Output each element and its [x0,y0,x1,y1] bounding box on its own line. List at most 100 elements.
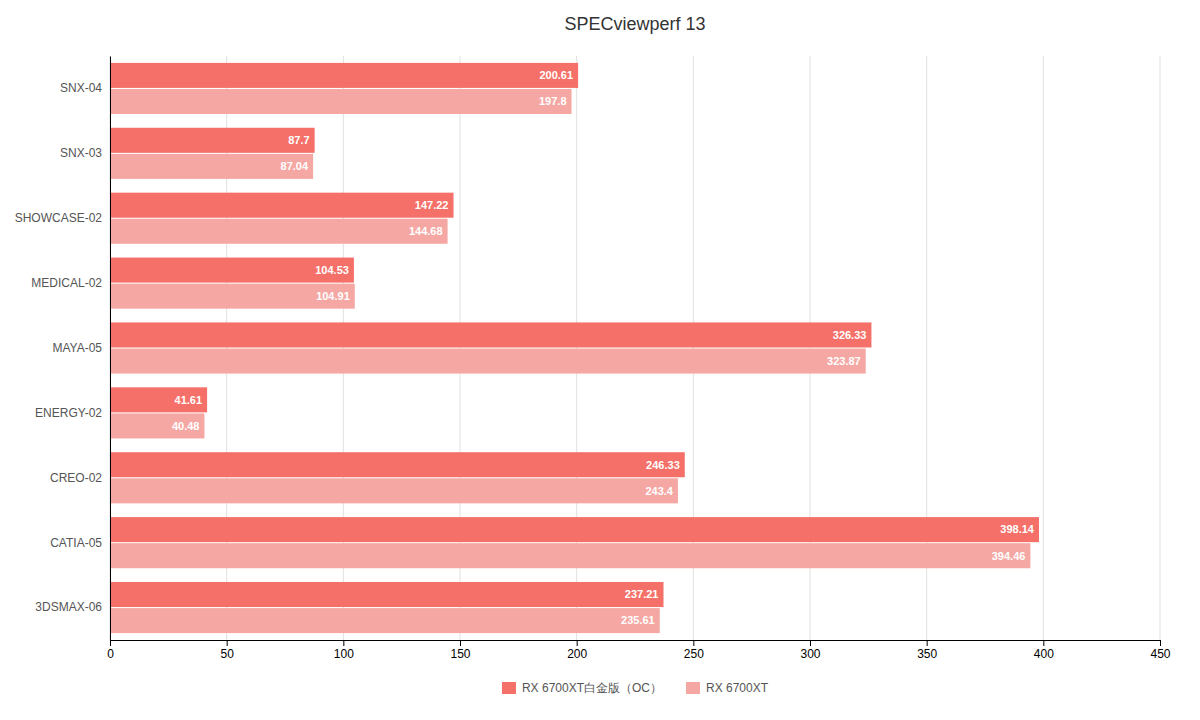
bar [110,154,313,179]
x-axis: 0 50 100 150 200 250 300 350 400 450 [107,640,1171,661]
y-tick-label: CREO-02 [50,471,102,485]
bar [110,349,866,374]
data-label: 197.8 [539,95,567,107]
x-tick: 300 [800,640,820,661]
bar [110,543,1030,568]
data-label: 394.46 [992,550,1026,562]
bar [110,128,315,153]
x-tick: 0 [107,640,114,661]
y-tick: 3DSMAX-06 [35,600,110,614]
x-tick-label: 250 [684,647,704,661]
data-label: 41.61 [175,394,203,406]
x-tick: 250 [684,640,704,661]
y-tick-label: SHOWCASE-02 [15,211,103,225]
legend-swatch [502,682,516,694]
data-labels: 237.21 398.14 246.33 41.61 326.33 104.53 147.2… [172,69,1035,626]
y-tick: CREO-02 [50,471,110,485]
bar [110,284,355,309]
x-tick-label: 400 [1034,647,1054,661]
x-tick: 50 [220,640,234,661]
y-tick: ENERGY-02 [35,406,110,420]
bar [110,517,1039,542]
x-tick-mark [693,640,694,646]
data-label: 104.91 [316,290,350,302]
legend-swatch [686,682,700,694]
x-tick-label: 350 [917,647,937,661]
bar [110,452,685,477]
chart: SPECviewperf 13 0 50 100 150 200 250 300 350 400 4… [0,0,1200,720]
y-tick-label: MEDICAL-02 [31,276,102,290]
x-tick-mark [343,640,344,646]
y-tick: SNX-04 [60,81,110,95]
bar [110,582,663,607]
y-axis-line [110,57,111,641]
bar [110,89,572,114]
y-tick: MEDICAL-02 [31,276,110,290]
grid [110,56,1160,640]
bar [110,63,578,88]
title: SPECviewperf 13 [564,14,705,34]
data-label: 398.14 [1000,523,1035,535]
bar [110,193,454,218]
legend-label: RX 6700XT白金版（OC） [522,681,662,695]
data-label: 104.53 [315,264,349,276]
legend-item: RX 6700XT白金版（OC） [502,681,662,695]
data-label: 87.7 [288,134,309,146]
data-label: 87.04 [281,160,309,172]
bar [110,387,207,412]
x-tick-label: 150 [450,647,470,661]
x-tick: 400 [1034,640,1054,661]
x-tick-mark [577,640,578,646]
data-label: 243.4 [645,485,673,497]
x-tick: 150 [450,640,470,661]
data-label: 235.61 [621,614,655,626]
data-label: 147.22 [415,199,449,211]
plot: 0 50 100 150 200 250 300 350 400 450 3DSMAX-06 CATI… [15,56,1171,661]
bar [110,413,204,438]
y-tick: SHOWCASE-02 [15,211,110,225]
data-label: 144.68 [409,225,443,237]
bar [110,478,678,503]
x-tick-label: 450 [1150,647,1170,661]
x-tick-label: 300 [800,647,820,661]
y-tick: CATIA-05 [50,536,110,550]
bars [110,63,1039,633]
data-label: 200.61 [539,69,573,81]
legend-item: RX 6700XT [686,681,769,695]
x-tick-mark [227,640,228,646]
y-tick-label: CATIA-05 [50,536,102,550]
x-tick: 450 [1150,640,1170,661]
grid-line [110,56,111,640]
x-tick-label: 200 [567,647,587,661]
y-tick: SNX-03 [60,146,110,160]
x-tick-mark [110,640,111,646]
y-tick-label: 3DSMAX-06 [35,600,102,614]
x-axis-line [111,641,1161,647]
legend-label: RX 6700XT [706,681,769,695]
x-tick: 100 [334,640,354,661]
legend: RX 6700XT白金版（OC） RX 6700XT [502,681,769,695]
x-tick: 200 [567,640,587,661]
x-tick-label: 0 [107,647,114,661]
y-tick-label: MAYA-05 [52,341,102,355]
data-label: 40.48 [172,420,200,432]
bar [110,219,448,244]
bar [110,608,660,633]
x-tick-mark [460,640,461,646]
data-label: 326.33 [833,329,867,341]
bar [110,258,354,283]
x-tick-label: 50 [220,647,234,661]
grid-line [1160,56,1161,640]
data-label: 246.33 [646,459,680,471]
grid-line [1043,56,1044,640]
data-label: 237.21 [625,588,659,600]
y-tick: MAYA-05 [52,341,110,355]
y-tick-label: ENERGY-02 [35,406,102,420]
x-tick-label: 100 [334,647,354,661]
x-tick-mark [810,640,811,646]
bar [110,322,871,347]
y-axis: 3DSMAX-06 CATIA-05 CREO-02 ENERGY-02 MAYA-05… [15,57,111,641]
y-tick-label: SNX-03 [60,146,102,160]
x-tick-mark [927,640,928,646]
x-tick-mark [1160,640,1161,646]
